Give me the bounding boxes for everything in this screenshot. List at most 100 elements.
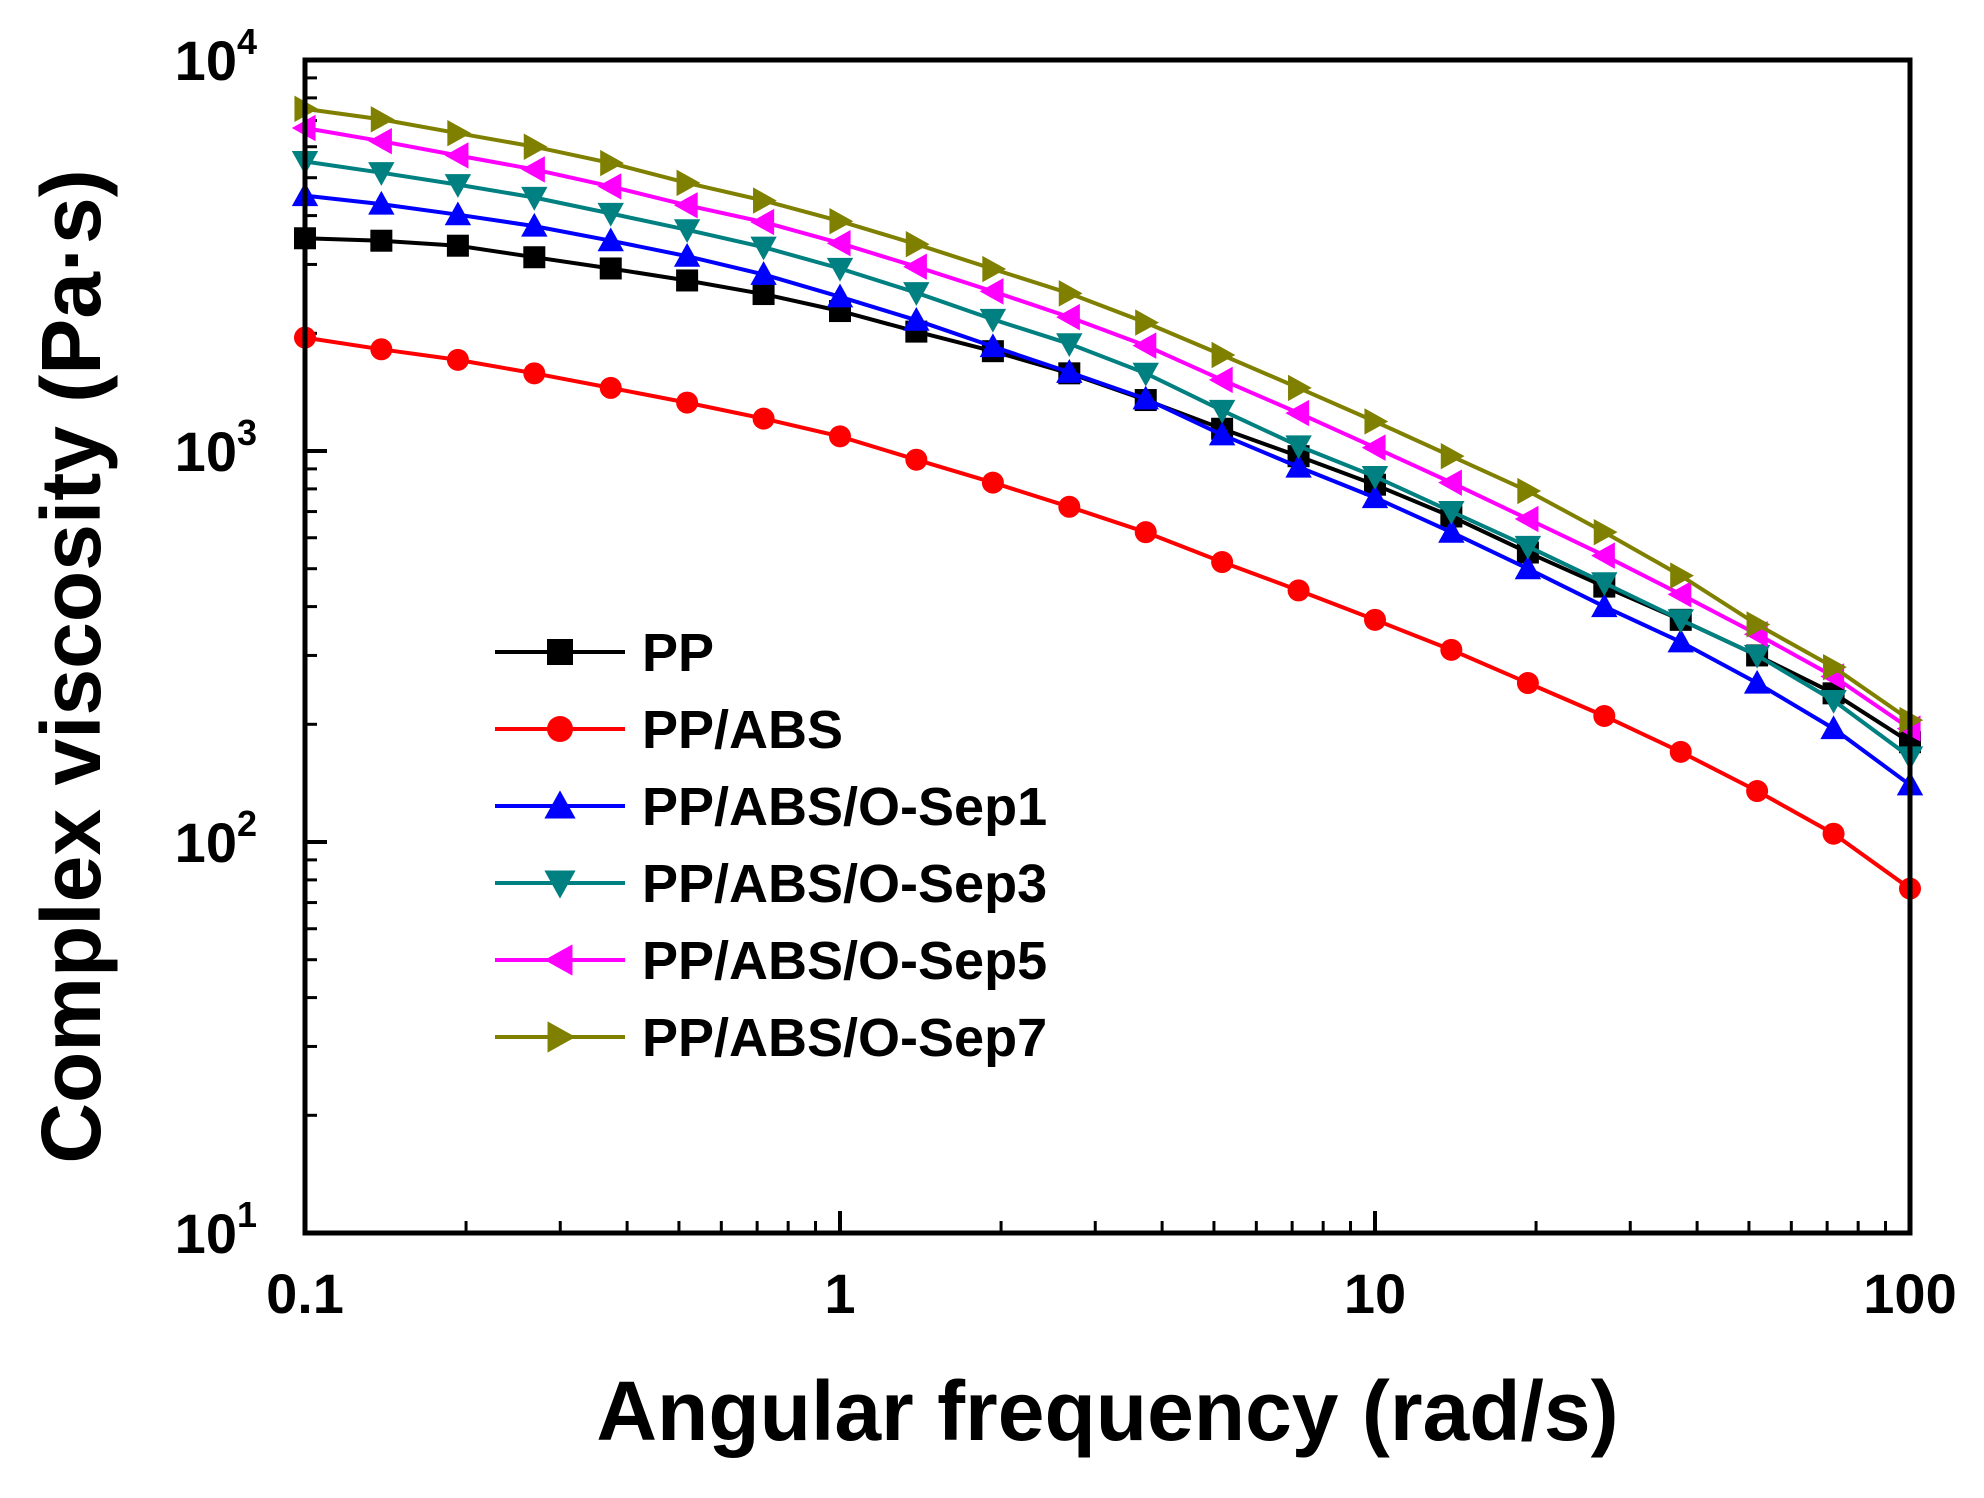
data-point bbox=[1440, 638, 1463, 661]
legend-label: PP/ABS/O-Sep1 bbox=[642, 777, 1047, 837]
data-point bbox=[1208, 366, 1233, 394]
data-point bbox=[981, 471, 1004, 494]
data-point bbox=[521, 156, 545, 183]
data-point bbox=[829, 208, 854, 235]
y-tick-label: 104 bbox=[175, 21, 257, 92]
data-point bbox=[1591, 542, 1615, 569]
data-point bbox=[447, 119, 472, 147]
data-point bbox=[826, 283, 854, 308]
data-point bbox=[1208, 421, 1236, 446]
data-point bbox=[753, 187, 777, 214]
legend-item: PP bbox=[495, 623, 714, 683]
data-point bbox=[444, 142, 469, 169]
legend-marker bbox=[547, 639, 573, 665]
data-point bbox=[523, 133, 548, 160]
data-point bbox=[1361, 484, 1389, 509]
data-point bbox=[1743, 644, 1771, 669]
series-line bbox=[304, 126, 1912, 731]
data-point bbox=[1517, 477, 1542, 505]
x-tick-label: 0.1 bbox=[266, 1262, 344, 1325]
data-point bbox=[523, 362, 546, 385]
data-point bbox=[1514, 535, 1542, 560]
data-point bbox=[750, 208, 775, 236]
data-point bbox=[1438, 518, 1465, 543]
series-pp-abs bbox=[294, 326, 1921, 900]
data-point bbox=[1285, 399, 1310, 427]
y-tick-label: 102 bbox=[175, 803, 257, 874]
data-point bbox=[1820, 690, 1847, 714]
legend-label: PP/ABS/O-Sep5 bbox=[642, 931, 1047, 991]
data-point bbox=[1208, 399, 1236, 424]
legend-item: PP/ABS/O-Sep5 bbox=[495, 931, 1047, 991]
data-point bbox=[903, 282, 930, 306]
y-tick-exponent: 2 bbox=[237, 803, 257, 844]
y-tick-base: 10 bbox=[175, 420, 237, 483]
x-tick-label: 1 bbox=[824, 1262, 855, 1325]
data-point bbox=[1514, 505, 1539, 533]
series-group bbox=[291, 95, 1924, 900]
data-point bbox=[444, 174, 472, 198]
data-point bbox=[597, 227, 624, 252]
y-tick-base: 10 bbox=[175, 1202, 237, 1265]
data-point bbox=[370, 229, 393, 252]
data-point bbox=[750, 261, 777, 285]
data-point bbox=[676, 391, 699, 414]
data-point bbox=[1211, 551, 1234, 574]
data-point bbox=[1285, 435, 1312, 460]
data-point bbox=[982, 255, 1007, 283]
data-point bbox=[1132, 332, 1157, 359]
series-pp-abs-o-sep3 bbox=[291, 150, 1924, 771]
y-tick-label: 101 bbox=[175, 1194, 257, 1265]
data-point bbox=[1135, 309, 1159, 336]
data-point bbox=[368, 190, 395, 215]
series-line bbox=[304, 106, 1912, 722]
data-point bbox=[446, 348, 469, 371]
series-pp-abs-o-sep7 bbox=[294, 95, 1924, 734]
data-point bbox=[1132, 385, 1159, 410]
data-point bbox=[1667, 581, 1692, 608]
data-point bbox=[752, 407, 775, 430]
data-point bbox=[523, 246, 546, 269]
data-point bbox=[1670, 562, 1694, 589]
data-point bbox=[1823, 653, 1847, 681]
data-point bbox=[1593, 705, 1616, 728]
data-point bbox=[370, 338, 393, 361]
data-point bbox=[1820, 715, 1847, 740]
legend-item: PP/ABS bbox=[495, 700, 843, 760]
y-tick-exponent: 1 bbox=[237, 1194, 257, 1235]
data-point bbox=[1132, 362, 1159, 387]
data-point bbox=[1288, 374, 1312, 402]
legend-label: PP bbox=[642, 623, 714, 683]
data-point bbox=[826, 257, 854, 282]
data-point bbox=[368, 127, 392, 155]
data-point bbox=[1287, 579, 1310, 602]
data-point bbox=[1743, 669, 1771, 694]
legend-marker bbox=[547, 1021, 576, 1053]
legend-marker bbox=[544, 944, 573, 976]
x-tick-label: 10 bbox=[1344, 1262, 1406, 1325]
legend-item: PP/ABS/O-Sep1 bbox=[495, 777, 1047, 837]
data-point bbox=[1056, 333, 1083, 358]
data-point bbox=[1438, 501, 1465, 525]
data-point bbox=[1058, 495, 1081, 518]
data-point bbox=[370, 106, 395, 133]
series-line bbox=[304, 193, 1912, 787]
legend-label: PP/ABS/O-Sep3 bbox=[642, 854, 1047, 914]
series-pp-abs-o-sep1 bbox=[291, 182, 1924, 796]
y-tick-base: 10 bbox=[175, 29, 237, 92]
y-tick-base: 10 bbox=[175, 811, 237, 874]
y-tick-exponent: 3 bbox=[237, 412, 257, 453]
data-point bbox=[752, 283, 775, 306]
plot-frame bbox=[302, 57, 1913, 1236]
data-point bbox=[979, 333, 1007, 358]
data-point bbox=[673, 242, 701, 267]
data-point bbox=[673, 192, 698, 219]
data-point bbox=[446, 234, 469, 257]
data-point bbox=[1593, 518, 1618, 546]
data-point bbox=[1364, 608, 1386, 631]
data-point bbox=[1591, 572, 1618, 597]
